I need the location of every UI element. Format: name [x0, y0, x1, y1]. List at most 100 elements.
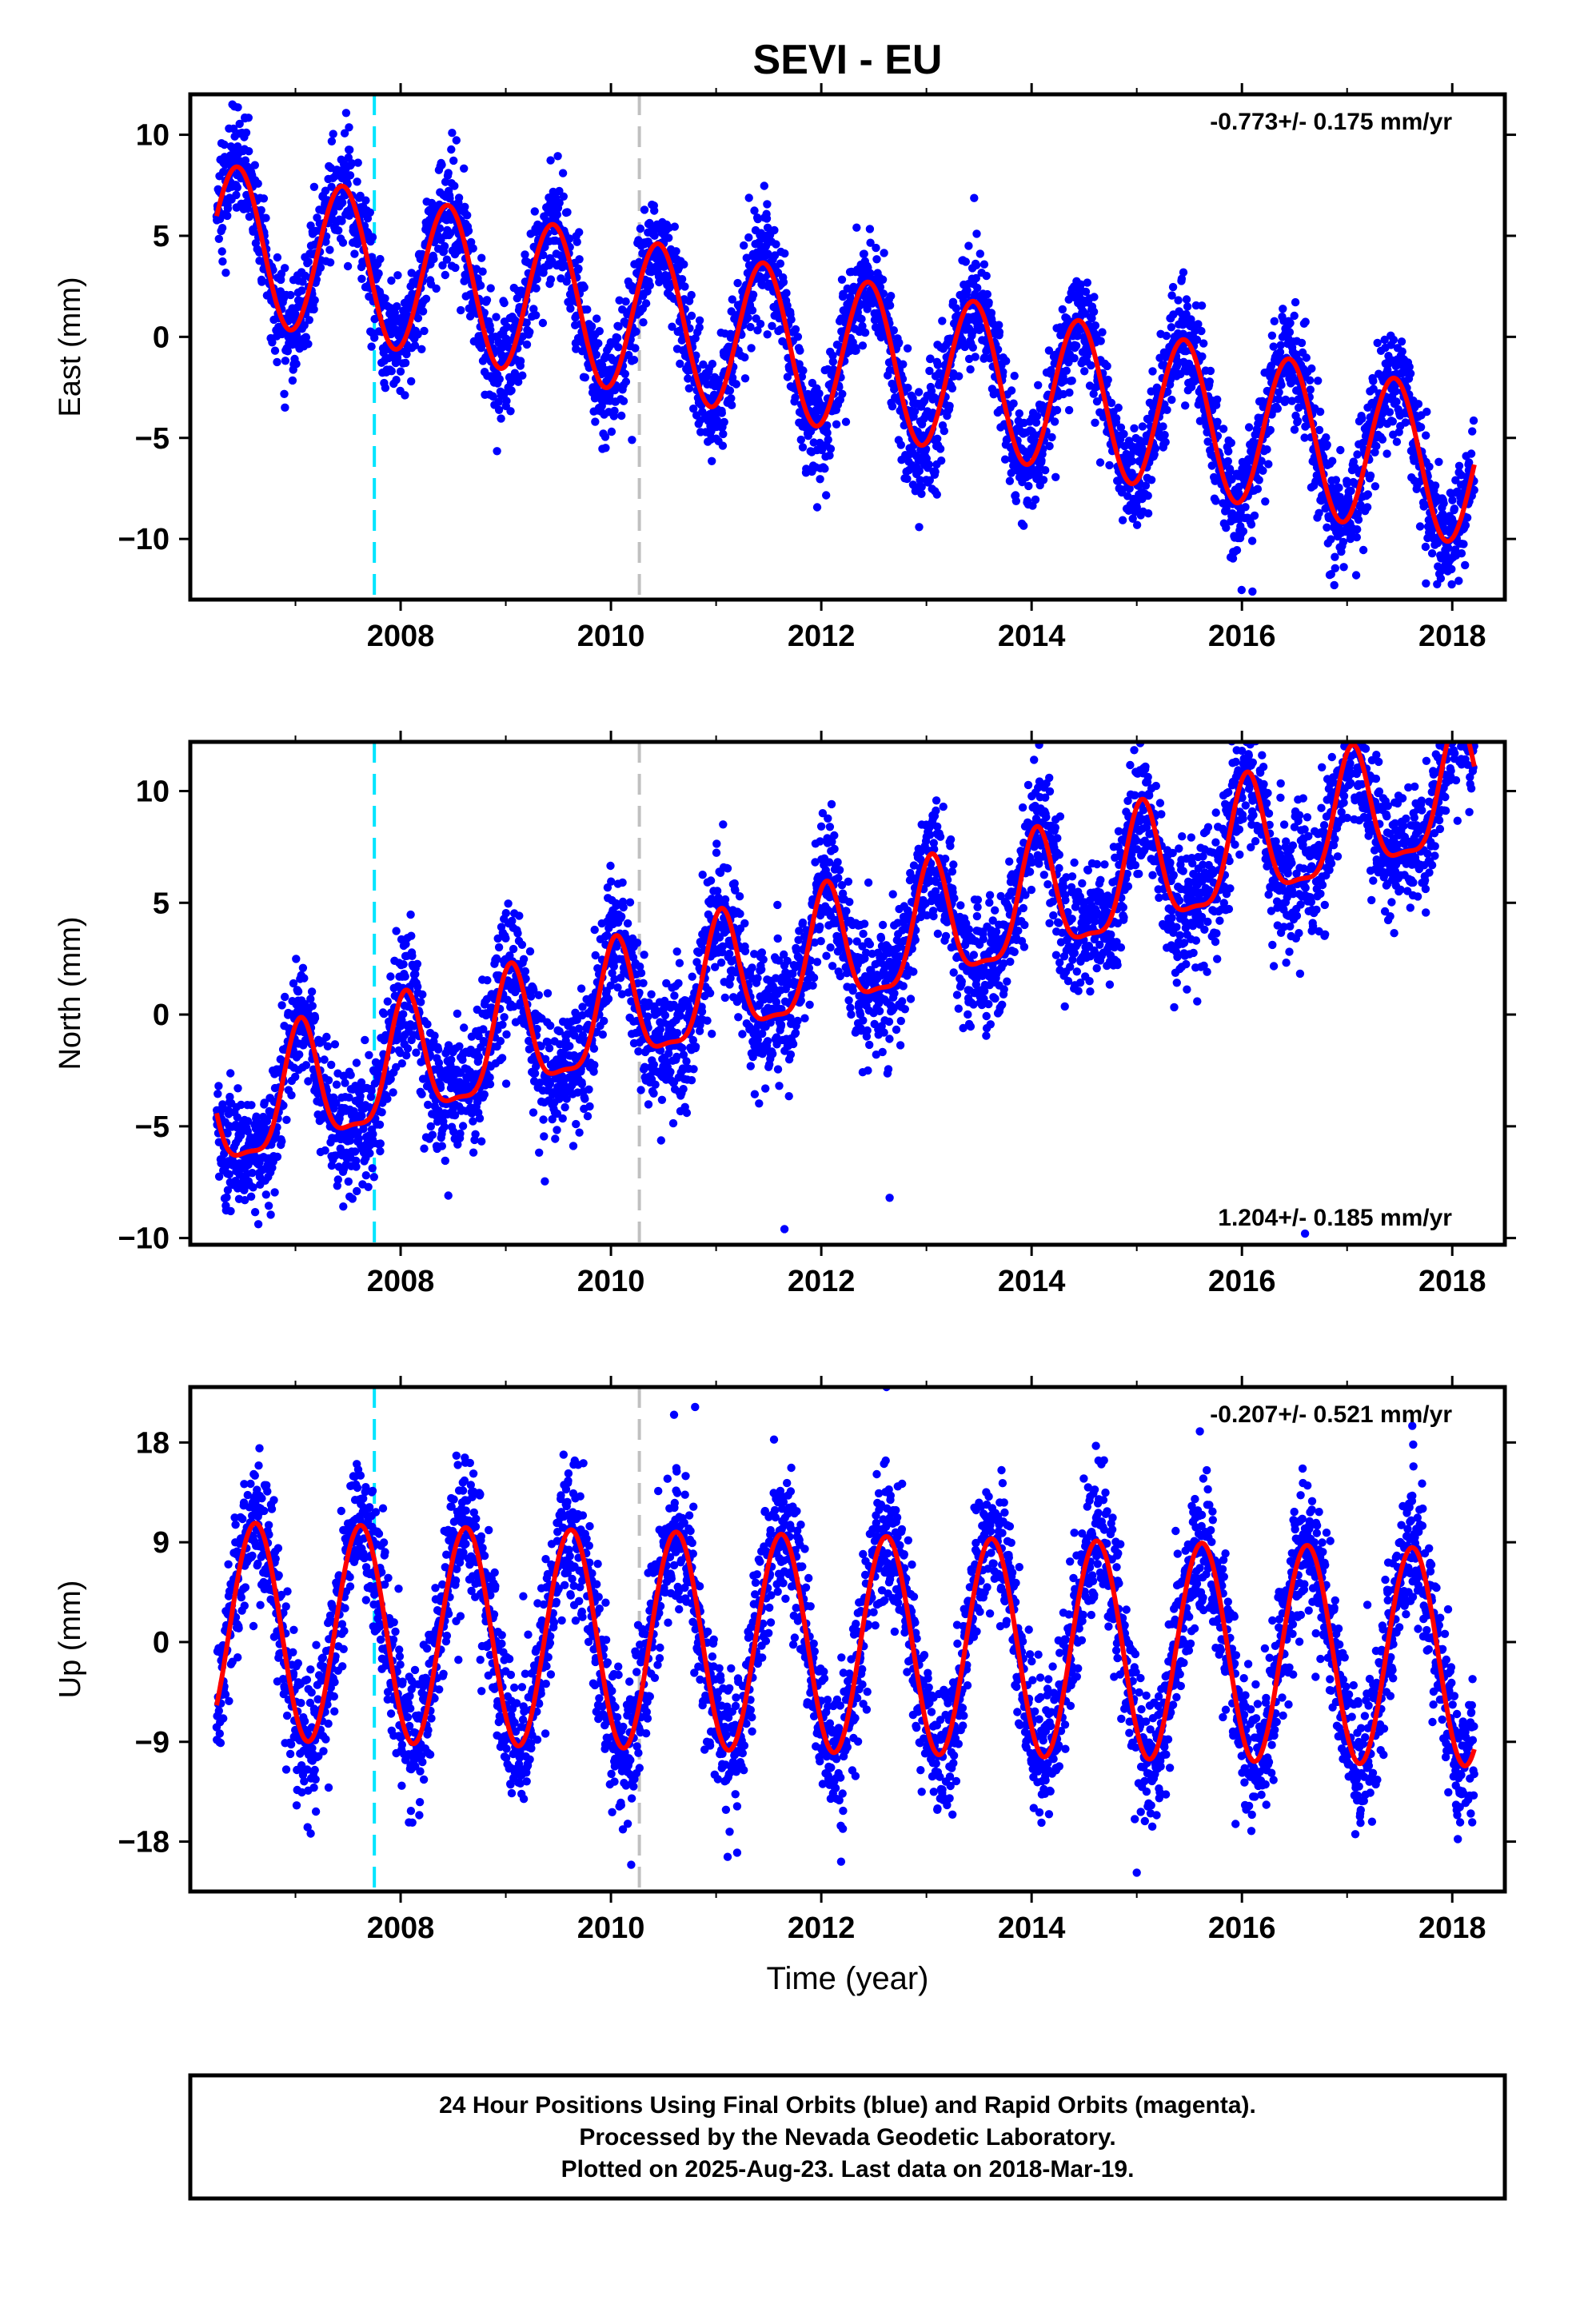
- data-point: [266, 1210, 274, 1218]
- data-point: [469, 245, 477, 253]
- data-point: [273, 1153, 281, 1161]
- data-point: [1015, 409, 1023, 417]
- data-point: [1372, 442, 1380, 450]
- data-point: [1041, 466, 1049, 474]
- data-point: [1119, 516, 1127, 524]
- data-point: [984, 290, 991, 298]
- data-point: [357, 275, 365, 283]
- data-point: [224, 205, 232, 213]
- data-point: [495, 406, 503, 414]
- data-point: [815, 389, 823, 397]
- y-tick-label: −10: [118, 523, 170, 556]
- data-point: [451, 264, 459, 272]
- data-point: [1389, 417, 1397, 425]
- data-point: [309, 1002, 317, 1010]
- data-point: [1104, 376, 1112, 384]
- data-point: [325, 245, 333, 253]
- data-point: [955, 372, 963, 380]
- data-point: [1434, 458, 1442, 466]
- data-point: [1053, 406, 1061, 414]
- data-point: [1167, 396, 1175, 404]
- data-point: [857, 315, 865, 323]
- data-point: [879, 276, 887, 284]
- data-point: [945, 402, 953, 410]
- data-point: [292, 955, 300, 963]
- data-point: [218, 247, 226, 255]
- data-point: [1353, 533, 1361, 541]
- data-point: [341, 1079, 349, 1087]
- data-point: [1198, 301, 1206, 309]
- data-point: [1353, 450, 1361, 458]
- data-point: [407, 932, 415, 940]
- data-point: [708, 360, 716, 368]
- data-point: [636, 225, 644, 233]
- data-point: [420, 1145, 428, 1153]
- data-point: [1261, 497, 1269, 505]
- data-point: [995, 321, 1003, 329]
- data-point: [1461, 561, 1469, 569]
- data-point: [838, 390, 846, 398]
- data-point: [1270, 342, 1278, 350]
- data-point: [866, 225, 874, 233]
- data-point: [1428, 549, 1436, 557]
- data-point: [1355, 516, 1363, 524]
- data-point: [493, 447, 501, 455]
- data-point: [1274, 405, 1282, 413]
- data-point: [1291, 298, 1299, 306]
- data-point: [214, 1082, 222, 1090]
- data-point: [1339, 538, 1347, 546]
- data-point: [1254, 485, 1262, 493]
- data-point: [1306, 377, 1314, 385]
- data-point: [251, 161, 259, 169]
- data-point: [492, 313, 500, 321]
- data-point: [646, 281, 654, 289]
- data-point: [824, 436, 832, 444]
- data-point: [367, 342, 375, 350]
- data-point: [1091, 419, 1099, 427]
- data-point: [281, 993, 289, 1001]
- data-point: [1367, 472, 1375, 480]
- data-point: [1207, 367, 1215, 375]
- data-point: [383, 1094, 391, 1102]
- data-point: [1024, 482, 1032, 490]
- data-point: [1179, 269, 1187, 277]
- data-point: [397, 368, 405, 376]
- data-point: [622, 377, 630, 385]
- data-point: [601, 444, 609, 452]
- data-point: [741, 374, 749, 382]
- data-point: [331, 1040, 339, 1048]
- data-point: [1197, 327, 1205, 335]
- data-point: [748, 306, 756, 314]
- data-point: [1139, 422, 1147, 430]
- data-point: [430, 1031, 438, 1039]
- data-point: [1277, 341, 1285, 349]
- data-point: [1006, 477, 1014, 485]
- data-point: [1291, 312, 1299, 320]
- data-point: [1455, 462, 1463, 470]
- data-point: [969, 344, 977, 352]
- data-point: [1398, 348, 1406, 356]
- data-point: [596, 327, 604, 335]
- data-point: [1163, 406, 1171, 414]
- data-point: [772, 240, 780, 248]
- data-point: [886, 301, 894, 309]
- data-point: [559, 169, 567, 177]
- data-point: [931, 468, 939, 476]
- data-point: [591, 417, 599, 425]
- data-point: [1233, 546, 1241, 554]
- data-point: [417, 345, 425, 353]
- data-point: [381, 294, 389, 302]
- data-point: [380, 1010, 388, 1018]
- data-point: [398, 1059, 406, 1067]
- data-point: [1224, 457, 1232, 465]
- data-point: [289, 377, 297, 385]
- data-point: [251, 1208, 259, 1216]
- data-point: [447, 1056, 455, 1064]
- data-point: [438, 1142, 446, 1150]
- data-point: [832, 421, 840, 429]
- data-point: [962, 257, 970, 265]
- data-point: [1039, 476, 1047, 484]
- data-point: [680, 261, 688, 269]
- data-point: [361, 1036, 369, 1044]
